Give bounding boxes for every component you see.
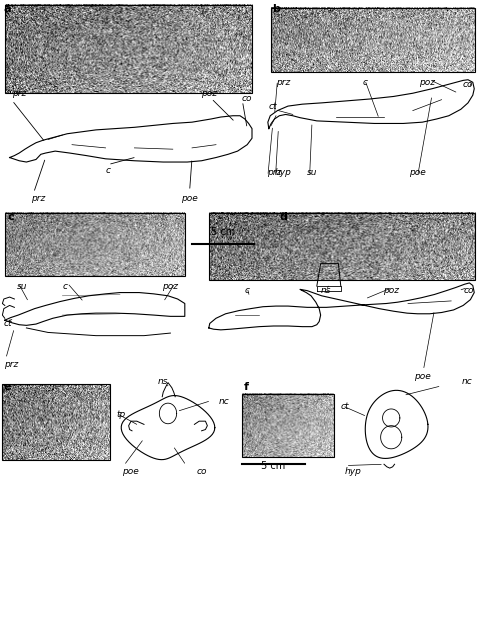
Text: nc: nc xyxy=(218,397,229,406)
Text: prz: prz xyxy=(4,360,18,369)
Text: co: co xyxy=(242,94,252,103)
Text: hyp: hyp xyxy=(275,168,291,177)
Text: prz: prz xyxy=(276,78,290,87)
Text: ns: ns xyxy=(158,377,168,386)
Text: su: su xyxy=(307,168,318,177)
Text: 5 cm: 5 cm xyxy=(262,460,286,471)
Text: poe: poe xyxy=(414,372,431,381)
Bar xyxy=(271,8,475,72)
Text: co: co xyxy=(196,467,207,476)
Text: poe: poe xyxy=(122,467,139,476)
Bar xyxy=(338,382,475,471)
Text: poz: poz xyxy=(201,89,217,98)
Text: c: c xyxy=(62,282,67,291)
Text: ct: ct xyxy=(4,319,12,328)
Text: a: a xyxy=(4,4,12,14)
Bar xyxy=(209,213,475,280)
Text: hyp: hyp xyxy=(345,467,361,476)
Text: c: c xyxy=(7,212,14,222)
Text: c: c xyxy=(362,78,367,87)
Text: ct: ct xyxy=(269,102,277,111)
Text: poe: poe xyxy=(181,194,198,203)
Text: f: f xyxy=(244,382,249,392)
Text: tp: tp xyxy=(116,410,125,419)
Text: co: co xyxy=(464,286,474,295)
Text: prz: prz xyxy=(31,194,46,203)
Text: poz: poz xyxy=(419,78,435,87)
Text: ns: ns xyxy=(321,286,332,295)
Text: prz: prz xyxy=(267,168,281,177)
Bar xyxy=(266,75,475,180)
Text: c: c xyxy=(106,166,110,175)
Bar xyxy=(206,284,475,374)
Bar xyxy=(2,96,254,196)
Bar xyxy=(242,394,334,457)
Text: su: su xyxy=(17,282,27,291)
Text: poz: poz xyxy=(162,282,178,291)
Text: poz: poz xyxy=(383,286,399,295)
Bar xyxy=(2,384,110,460)
Text: c: c xyxy=(245,286,250,295)
Text: co: co xyxy=(462,80,473,89)
Text: prz: prz xyxy=(12,89,26,98)
Text: nc: nc xyxy=(462,377,473,386)
Text: b: b xyxy=(272,4,280,14)
Text: ct: ct xyxy=(341,402,349,411)
Text: poe: poe xyxy=(409,168,426,177)
Bar xyxy=(5,213,185,276)
Bar xyxy=(5,5,252,93)
Text: d: d xyxy=(279,212,287,222)
Text: e: e xyxy=(4,382,12,392)
Bar xyxy=(2,280,190,363)
Text: 5 cm: 5 cm xyxy=(211,226,235,237)
Bar xyxy=(115,384,221,469)
